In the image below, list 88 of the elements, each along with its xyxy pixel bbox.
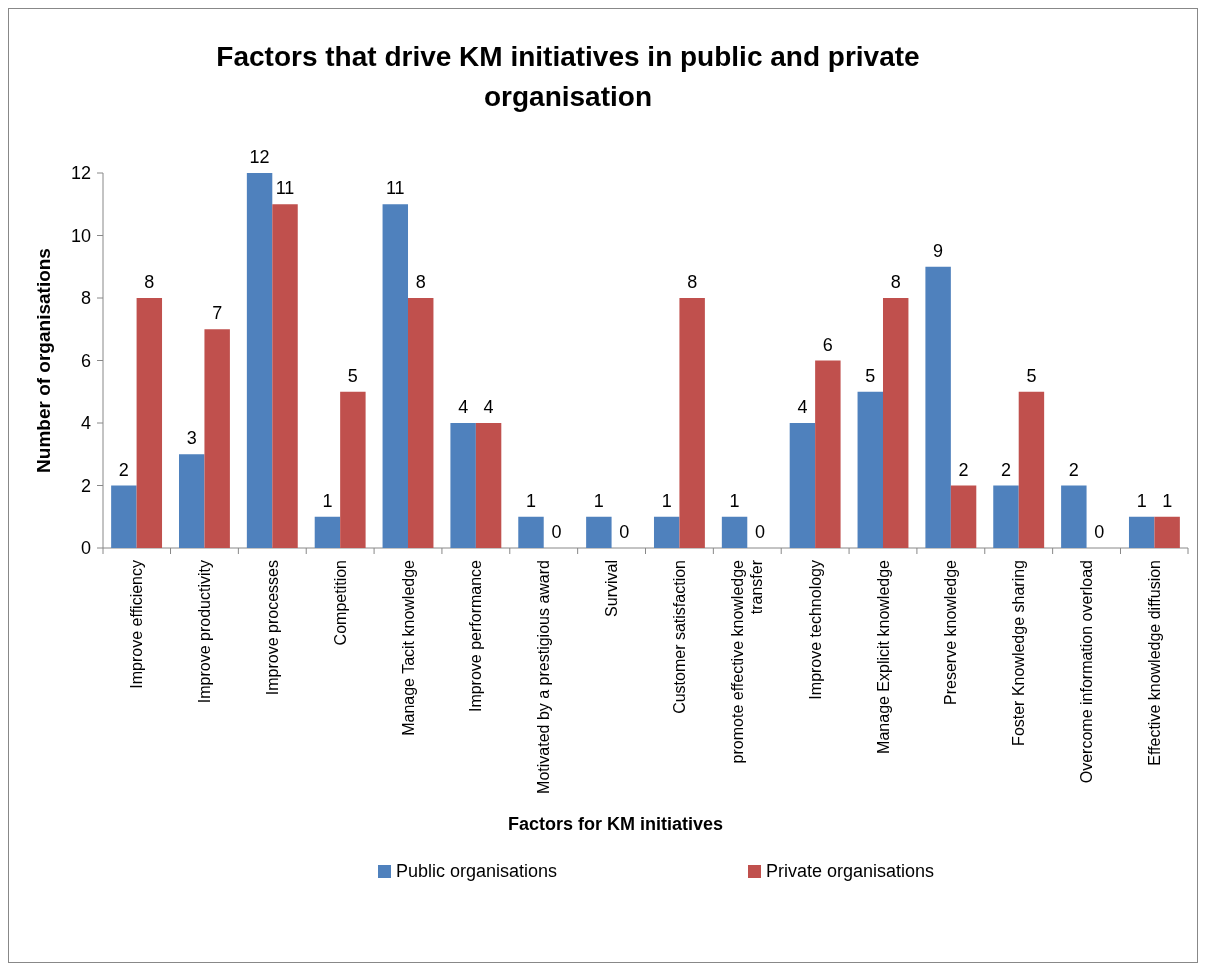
data-label: 5 [347,365,358,386]
legend-label: Public organisations [396,861,558,881]
data-label: 8 [144,272,155,292]
data-label: 1 [661,490,672,511]
bar [950,485,977,548]
data-label: 8 [687,272,698,292]
x-tick-label: Survival [603,560,621,617]
data-label: 5 [1026,365,1037,386]
data-label: 4 [797,397,808,417]
bar [789,423,816,548]
x-tick-label: Customer satisfaction [671,560,689,714]
data-label: 11 [275,178,295,199]
y-tick-label: 6 [80,350,91,371]
bar [815,360,841,548]
data-label: 5 [865,365,876,386]
bar [1154,516,1180,548]
y-tick-label: 2 [80,475,91,496]
bar [518,516,544,548]
y-axis-title: Number of organisations [33,248,54,473]
legend-label: Private organisations [766,861,935,881]
data-label: 0 [755,522,766,542]
bar [204,329,230,548]
x-tick-label: promote effective knowledge transfer [729,559,766,764]
x-tick-label: Overcome information overload [1078,560,1096,784]
y-tick-label: 12 [70,163,91,184]
bar [1061,485,1087,548]
x-axis-title: Factors for KM initiatives [507,814,724,834]
bar [450,423,476,548]
data-label: 1 [1162,490,1173,511]
bar [111,485,137,548]
bar [382,204,409,548]
data-label: 1 [525,490,536,511]
bar [246,173,273,548]
data-label: 2 [1068,459,1079,480]
data-label: 3 [186,428,197,449]
y-tick-label: 0 [80,538,91,559]
data-label: 6 [822,334,833,355]
bar [475,423,502,548]
bar [314,516,341,548]
data-label: 4 [458,397,469,417]
data-label: 8 [890,272,901,292]
bar [925,266,951,548]
data-label: 1 [729,490,740,511]
bar [179,454,205,548]
y-tick-label: 10 [70,225,91,246]
data-label: 8 [415,272,426,292]
data-label: 0 [1094,522,1105,542]
x-tick-label: Improve technology [806,560,824,700]
bar [721,516,748,548]
data-label: 12 [249,147,270,167]
y-tick-label: 8 [80,288,91,309]
data-label: 1 [322,490,333,511]
x-tick-label: Improve efficiency [128,560,146,689]
data-label: 2 [958,459,969,480]
x-tick-label: Effective knowledge diffusion [1146,560,1164,766]
x-tick-label: Preserve knowledge [942,559,960,705]
x-tick-label: Competition [331,560,349,646]
bar [586,516,612,548]
x-tick-label: Improve performance [467,559,485,713]
x-tick-label: Foster Knowledge sharing [1010,560,1028,746]
bar [653,516,680,548]
y-tick-label: 4 [80,413,91,434]
data-label: 1 [593,490,604,511]
data-label: 2 [118,459,129,480]
bar [136,298,163,548]
x-tick-label: Improve productivity [196,560,214,704]
data-label: 1 [1136,490,1147,511]
bar [408,298,434,548]
data-label: 2 [1000,459,1011,480]
x-tick-label: Improve processes [263,560,281,696]
data-label: 11 [385,178,405,199]
data-label: 4 [483,397,494,417]
bar [679,298,705,548]
bar [993,485,1019,548]
chart-title: Factors that drive KM initiatives in public and private organisation [216,41,920,112]
x-tick-label: Motivated by a prestigious award [535,560,553,794]
bar [857,391,883,548]
bar [1018,391,1045,548]
data-label: 9 [933,240,944,261]
data-label: 7 [212,303,223,324]
x-tick-label: Manage Tacit knowledge [399,559,417,736]
data-label: 0 [619,522,630,542]
x-tick-label: Manage Explicit knowledge [874,559,892,754]
bar [272,204,298,548]
data-label: 0 [551,522,562,542]
bar [882,298,909,548]
bar [1128,516,1155,548]
bar [340,391,366,548]
